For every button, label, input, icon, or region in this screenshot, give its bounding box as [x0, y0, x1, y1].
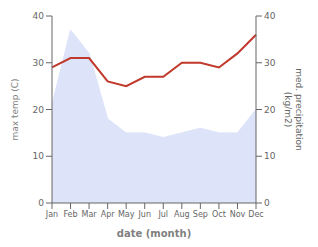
svg-text:0: 0	[264, 198, 270, 208]
svg-text:Jul: Jul	[157, 210, 168, 219]
svg-text:Jun: Jun	[137, 210, 151, 219]
svg-text:(kg/m2): (kg/m2)	[283, 92, 293, 127]
svg-text:Mar: Mar	[82, 210, 98, 219]
svg-text:20: 20	[33, 105, 45, 115]
svg-text:May: May	[118, 210, 135, 219]
svg-text:10: 10	[264, 151, 276, 161]
svg-text:Dec: Dec	[248, 210, 263, 219]
svg-text:Feb: Feb	[63, 210, 77, 219]
svg-text:30: 30	[264, 58, 276, 68]
svg-text:0: 0	[38, 198, 44, 208]
svg-text:40: 40	[264, 11, 276, 21]
svg-text:30: 30	[33, 58, 45, 68]
svg-text:20: 20	[264, 105, 276, 115]
svg-text:Nov: Nov	[230, 210, 246, 219]
svg-text:Aug: Aug	[174, 210, 190, 219]
svg-text:Apr: Apr	[101, 210, 116, 219]
svg-text:date (month): date (month)	[117, 228, 191, 239]
svg-text:40: 40	[33, 11, 45, 21]
svg-text:med. precipitation: med. precipitation	[294, 68, 304, 150]
svg-text:10: 10	[33, 151, 45, 161]
svg-text:Oct: Oct	[212, 210, 226, 219]
svg-text:Jan: Jan	[45, 210, 58, 219]
svg-text:max temp (C): max temp (C)	[10, 78, 20, 140]
svg-text:Sep: Sep	[193, 210, 208, 219]
